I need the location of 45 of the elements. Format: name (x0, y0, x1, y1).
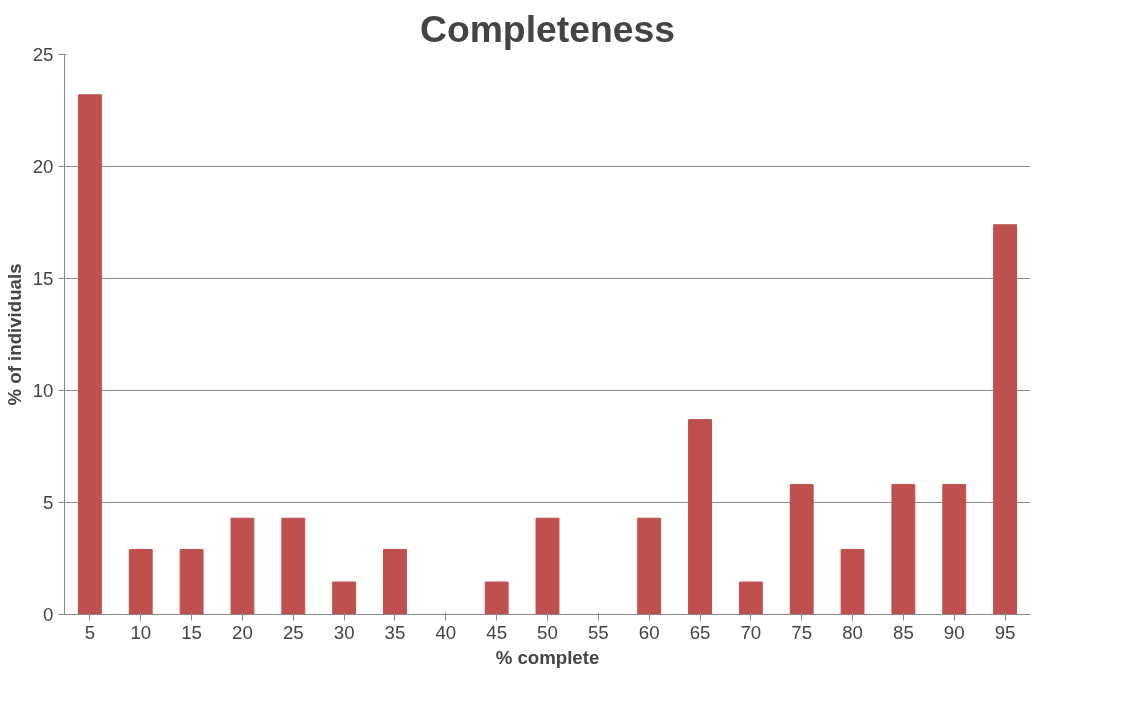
x-tick-label: 50 (537, 621, 558, 643)
bar (789, 484, 814, 615)
bar (484, 581, 509, 615)
x-tick-label: 5 (84, 621, 96, 643)
x-tick-label: 95 (994, 621, 1016, 643)
x-tick-label: 75 (791, 621, 813, 643)
x-tick-label: 45 (486, 621, 508, 643)
bar (891, 484, 916, 615)
y-axis-title: % of individuals (3, 263, 25, 406)
x-tick-label: 25 (282, 621, 304, 643)
x-tick-label: 30 (333, 621, 355, 643)
bar (332, 581, 357, 615)
x-tick-label: 65 (689, 621, 711, 643)
y-tick-label: 20 (32, 156, 54, 177)
bar (637, 517, 662, 615)
x-tick-label: 80 (842, 621, 863, 643)
x-tick-label: 15 (181, 621, 202, 643)
x-tick-label: 85 (893, 621, 914, 643)
bar (942, 484, 967, 615)
x-tick-label: 55 (587, 621, 609, 643)
bar (535, 517, 560, 615)
chart-title: Completeness (419, 7, 676, 50)
x-tick-label: 90 (943, 621, 965, 643)
y-tick-label: 10 (32, 380, 54, 401)
x-tick-label: 60 (638, 621, 660, 643)
y-tick-label: 25 (32, 44, 54, 65)
bar (738, 581, 763, 615)
bar (281, 517, 306, 615)
x-tick-label: 20 (232, 621, 253, 643)
x-tick-label: 70 (740, 621, 762, 643)
bar (383, 549, 407, 615)
bar (128, 549, 153, 615)
y-tick-label: 5 (43, 492, 54, 513)
bar (840, 549, 865, 615)
y-tick-label: 15 (32, 268, 54, 289)
bar (179, 549, 204, 615)
x-axis-title: % complete (495, 646, 600, 668)
y-tick-label: 0 (43, 604, 54, 625)
bar (230, 517, 255, 615)
bar (993, 224, 1018, 615)
x-tick-label: 35 (384, 621, 406, 643)
bar (688, 419, 712, 615)
x-tick-label: 10 (130, 621, 152, 643)
bar (77, 94, 102, 615)
x-tick-label: 40 (435, 621, 457, 643)
